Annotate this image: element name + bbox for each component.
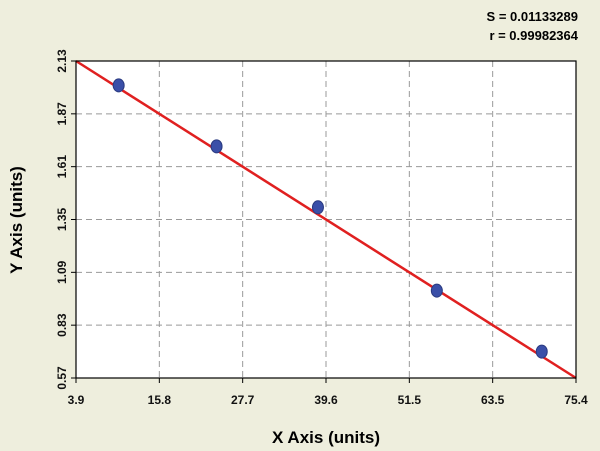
x-tick-label: 3.9 — [68, 393, 85, 407]
y-tick-label: 0.83 — [55, 313, 69, 337]
stat-s-value: S = 0.01133289 — [487, 9, 578, 24]
x-axis-ticks: 3.9 15.8 27.7 39.6 51.5 63.5 75.4 — [68, 378, 588, 407]
y-tick-label: 0.57 — [55, 366, 69, 390]
data-point — [535, 344, 548, 359]
x-tick-label: 51.5 — [398, 393, 422, 407]
regression-line — [75, 59, 577, 380]
stat-r-value: r = 0.99982364 — [489, 28, 578, 43]
x-tick-label: 63.5 — [481, 393, 505, 407]
x-tick-label: 75.4 — [564, 393, 588, 407]
y-tick-label: 1.61 — [55, 155, 69, 179]
y-tick-label: 1.09 — [55, 260, 69, 284]
x-tick-label: 15.8 — [148, 393, 172, 407]
data-point — [112, 78, 125, 93]
y-axis-title: Y Axis (units) — [7, 166, 26, 274]
data-point — [210, 139, 223, 154]
y-tick-label: 1.35 — [55, 207, 69, 231]
data-point — [311, 200, 324, 215]
x-axis-title: X Axis (units) — [272, 428, 380, 447]
data-point — [430, 283, 443, 298]
y-axis-ticks: 0.57 0.83 1.09 1.35 1.61 1.87 2.13 — [55, 49, 76, 390]
y-tick-label: 2.13 — [55, 49, 69, 73]
y-tick-label: 1.87 — [55, 102, 69, 126]
data-points — [112, 78, 548, 359]
x-tick-label: 27.7 — [231, 393, 255, 407]
x-tick-label: 39.6 — [314, 393, 338, 407]
